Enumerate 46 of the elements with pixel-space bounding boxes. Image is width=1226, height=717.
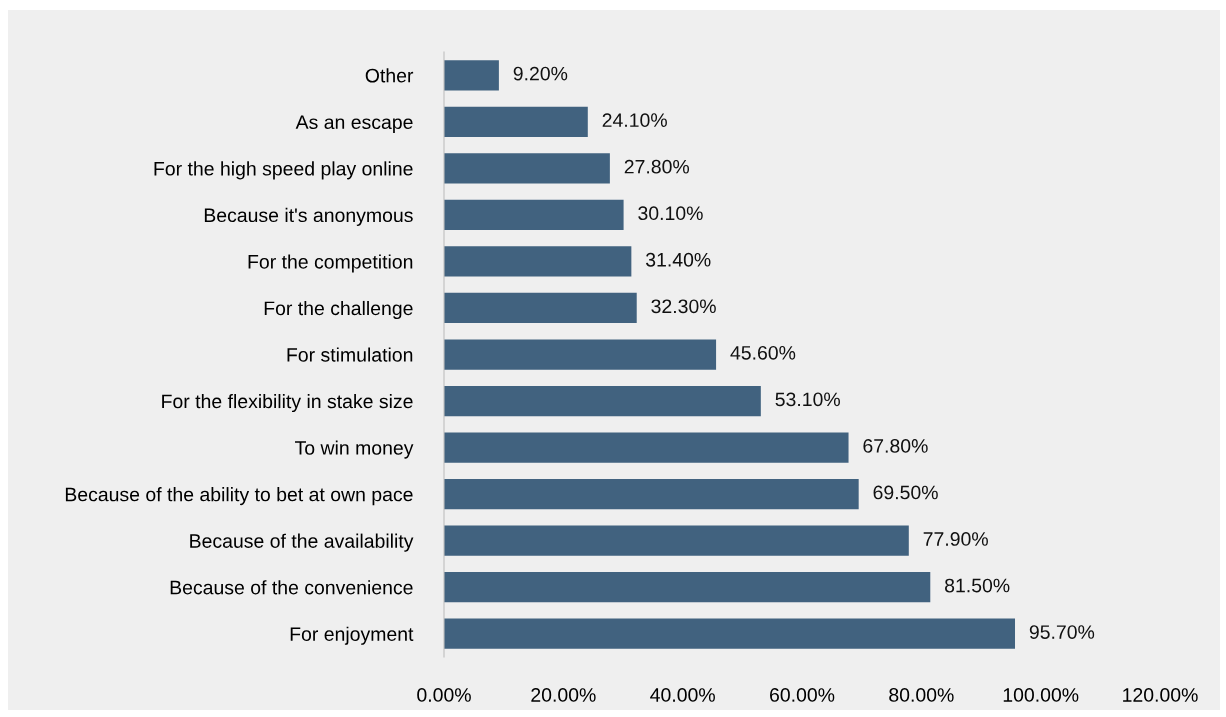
bar (444, 618, 1016, 649)
data-label: 67.80% (863, 439, 928, 453)
bar (444, 106, 588, 137)
y-tick-label: Because of the availability (190, 533, 414, 552)
x-tick-label: 20.00% (531, 688, 596, 702)
x-tick-label: 0.00% (417, 688, 471, 702)
data-label: 95.70% (1029, 625, 1095, 639)
y-tick-label: Because of the convenience (170, 580, 413, 595)
y-tick-label: To win money (295, 440, 414, 459)
y-tick-label: For enjoyment (290, 626, 414, 645)
x-tick-label: 120.00% (1123, 688, 1198, 702)
x-tick-label: 40.00% (650, 688, 715, 702)
y-tick-label: For the flexibility in stake size (162, 393, 413, 413)
data-label: 45.60% (730, 345, 796, 360)
data-label: 53.10% (775, 392, 840, 407)
y-tick-label: For the challenge (264, 300, 413, 320)
data-label: 30.10% (638, 206, 703, 221)
y-tick-label: As an escape (295, 115, 413, 133)
bar (444, 60, 499, 91)
bar (444, 339, 717, 370)
data-label: 81.50% (945, 578, 1010, 593)
bar (444, 292, 637, 324)
bar (444, 246, 632, 277)
data-label: 31.40% (645, 252, 711, 267)
data-label: 27.80% (624, 159, 690, 174)
y-tick-label: Because it's anonymous (204, 207, 413, 226)
bar (444, 199, 624, 231)
data-label: 9.20% (513, 66, 568, 81)
bar (444, 385, 761, 417)
y-tick-label: For the competition (248, 254, 413, 273)
y-tick-label: For stimulation (287, 347, 413, 362)
bar (444, 432, 849, 463)
y-tick-label: Other (365, 68, 414, 83)
data-label: 32.30% (651, 299, 716, 314)
data-label: 69.50% (873, 485, 938, 500)
y-tick-label: For the high speed play online (154, 161, 413, 180)
bar (444, 525, 909, 556)
bar (444, 478, 859, 510)
x-tick-label: 100.00% (1003, 688, 1079, 702)
bar (444, 572, 931, 603)
y-tick-label: Because of the ability to bet at own pace (65, 487, 413, 506)
data-label: 24.10% (602, 113, 667, 128)
bar (444, 153, 610, 184)
data-label: 77.90% (923, 532, 988, 546)
x-tick-label: 60.00% (770, 688, 835, 702)
x-tick-label: 80.00% (889, 688, 954, 702)
